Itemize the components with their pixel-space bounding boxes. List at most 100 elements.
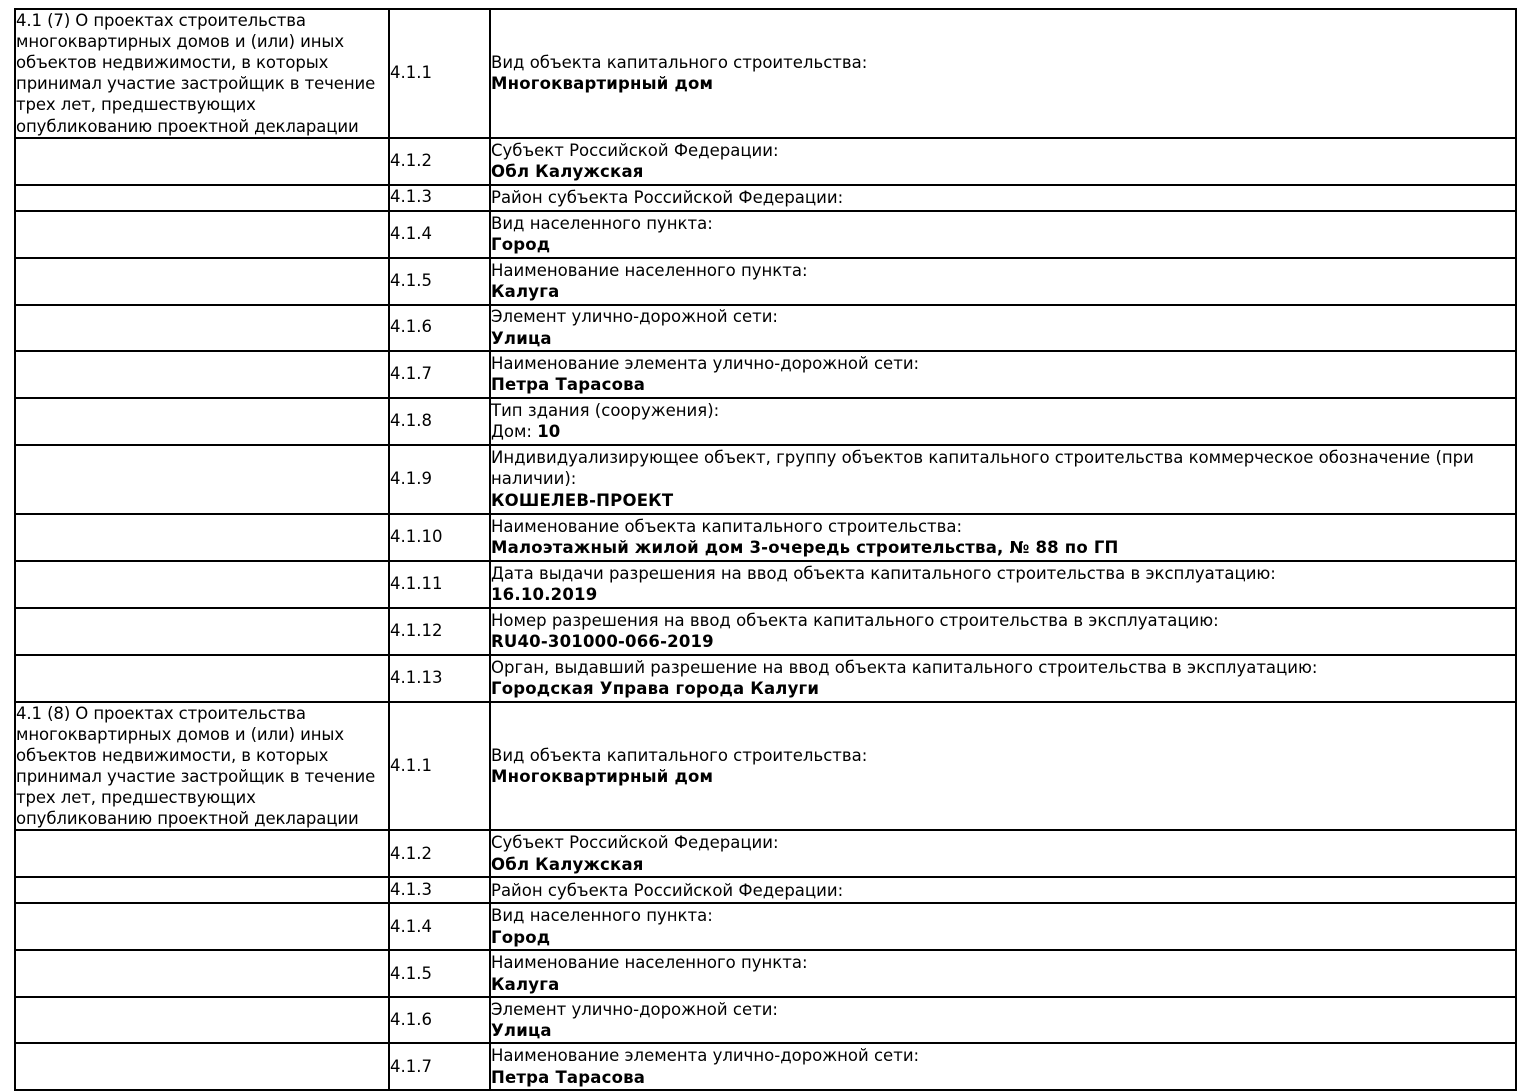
row-content-cell: Тип здания (сооружения): Дом: 10 (489, 396, 1517, 446)
row-code: 4.1.7 (390, 1056, 432, 1076)
row-value: Городская Управа города Калуги (491, 679, 820, 699)
row-content-cell: Индивидуализирующее объект, группу объек… (489, 443, 1517, 515)
row-label: Элемент улично-дорожной сети: (491, 307, 778, 327)
project-declaration-table: 4.1 (7) О проектах строительства многокв… (14, 8, 1517, 1091)
row-content-cell: Номер разрешения на ввод объекта капитал… (489, 606, 1517, 656)
row-code: 4.1.8 (390, 410, 432, 430)
row-label: Номер разрешения на ввод объекта капитал… (491, 610, 1219, 630)
row-code-cell: 4.1.6 (388, 303, 491, 352)
row-value: Калуга (491, 974, 560, 994)
row-code-cell: 4.1.11 (388, 559, 491, 609)
row-content-cell: Элемент улично-дорожной сети: Улица (489, 996, 1517, 1045)
row-code-cell: 4.1.10 (388, 512, 491, 562)
table-row: 4.1.7 Наименование элемента улично-дорожн… (14, 349, 1517, 399)
table-body: 4.1 (7) О проектах строительства многокв… (14, 8, 1517, 1091)
section-title-continuation-cell (14, 829, 390, 879)
section-title-continuation-cell (14, 349, 390, 399)
row-code-cell: 4.1.13 (388, 653, 491, 703)
row-value: Петра Тарасова (491, 1067, 646, 1087)
table-row: 4.1.9 Индивидуализирующее объект, группу … (14, 443, 1517, 515)
row-code-cell: 4.1.9 (388, 443, 491, 515)
section-title-continuation-cell (14, 303, 390, 352)
row-content-cell: Вид объекта капитального строительства: М… (489, 8, 1517, 139)
row-content-cell: Наименование элемента улично-дорожной се… (489, 1042, 1517, 1091)
row-code: 4.1.6 (390, 317, 432, 337)
row-code-cell: 4.1.5 (388, 256, 491, 306)
section-title-text: 4.1 (7) О проектах строительства многокв… (16, 11, 376, 136)
row-label: Вид населенного пункта: (491, 213, 713, 233)
row-value: Многоквартирный дом (491, 766, 714, 786)
row-code: 4.1.9 (390, 468, 432, 488)
row-code: 4.1.1 (390, 755, 432, 775)
row-label: Вид объекта капитального строительства: (491, 745, 868, 765)
table-row: 4.1.3 Район субъекта Российской Федерации… (14, 183, 1517, 212)
row-content-cell: Наименование населенного пункта: Калуга (489, 256, 1517, 306)
row-content-cell: Субъект Российской Федерации: Обл Калужск… (489, 136, 1517, 186)
section-title-continuation-cell (14, 876, 390, 905)
row-content-cell: Район субъекта Российской Федерации: (489, 183, 1517, 212)
row-code-cell: 4.1.4 (388, 902, 491, 952)
row-label: Индивидуализирующее объект, группу объек… (491, 448, 1474, 489)
table-row: 4.1.10 Наименование объекта капитального … (14, 512, 1517, 562)
section-title-continuation-cell (14, 209, 390, 259)
table-row: 4.1.5 Наименование населенного пункта: Кал… (14, 256, 1517, 306)
table-row: 4.1.12 Номер разрешения на ввод объекта к… (14, 606, 1517, 656)
row-code: 4.1.2 (390, 843, 432, 863)
row-content-cell: Субъект Российской Федерации: Обл Калужск… (489, 829, 1517, 879)
row-value: Город (491, 927, 551, 947)
row-inline-line: Дом: 10 (491, 421, 1515, 442)
row-label: Элемент улично-дорожной сети: (491, 999, 778, 1019)
row-inline-label: Дом: (491, 422, 538, 442)
row-code-cell: 4.1.7 (388, 349, 491, 399)
row-content-cell: Элемент улично-дорожной сети: Улица (489, 303, 1517, 352)
row-value: Обл Калужская (491, 854, 644, 874)
row-code: 4.1.12 (390, 620, 443, 640)
table-row: 4.1.5 Наименование населенного пункта: Кал… (14, 949, 1517, 999)
table-row: 4.1.2 Субъект Российской Федерации: Обл Ка… (14, 829, 1517, 879)
row-code: 4.1.4 (390, 223, 432, 243)
section-title-continuation-cell (14, 512, 390, 562)
row-label: Вид объекта капитального строительства: (491, 52, 868, 72)
row-code-cell: 4.1.12 (388, 606, 491, 656)
row-code-cell: 4.1.6 (388, 996, 491, 1045)
row-code: 4.1.3 (390, 187, 432, 207)
row-code: 4.1.11 (390, 573, 443, 593)
row-content-cell: Орган, выдавший разрешение на ввод объек… (489, 653, 1517, 703)
row-code-cell: 4.1.5 (388, 949, 491, 999)
section-title-continuation-cell (14, 653, 390, 703)
table-row: 4.1 (8) О проектах строительства многокв… (14, 700, 1517, 832)
row-code-cell: 4.1.4 (388, 209, 491, 259)
row-content-cell: Наименование населенного пункта: Калуга (489, 949, 1517, 999)
section-title-continuation-cell (14, 559, 390, 609)
row-label: Наименование элемента улично-дорожной се… (491, 353, 920, 373)
section-title-continuation-cell (14, 1042, 390, 1091)
section-title-continuation-cell (14, 606, 390, 656)
row-label: Субъект Российской Федерации: (491, 833, 779, 853)
row-code: 4.1.3 (390, 880, 432, 899)
table-row: 4.1.13 Орган, выдавший разрешение на ввод… (14, 653, 1517, 703)
row-label: Субъект Российской Федерации: (491, 140, 779, 160)
row-code: 4.1.6 (390, 1010, 432, 1029)
row-value: КОШЕЛЕВ-ПРОЕКТ (491, 490, 674, 510)
row-content-cell: Наименование элемента улично-дорожной се… (489, 349, 1517, 399)
row-value: RU40-301000-066-2019 (491, 632, 714, 652)
section-title-cell: 4.1 (8) О проектах строительства многокв… (14, 700, 390, 832)
row-content-cell: Район субъекта Российской Федерации: (489, 876, 1517, 905)
row-code-cell: 4.1.1 (388, 700, 491, 832)
row-code-cell: 4.1.3 (388, 183, 491, 212)
row-label: Наименование объекта капитального строит… (491, 516, 963, 536)
row-value: Улица (491, 328, 552, 348)
row-value: Калуга (491, 282, 560, 302)
row-inline-value: 10 (537, 422, 561, 442)
row-code-cell: 4.1.8 (388, 396, 491, 446)
row-value: 16.10.2019 (491, 585, 598, 605)
table-row: 4.1.4 Вид населенного пункта: Город (14, 902, 1517, 952)
row-value: Город (491, 235, 551, 255)
row-label: Наименование элемента улично-дорожной се… (491, 1046, 920, 1066)
row-code-cell: 4.1.7 (388, 1042, 491, 1091)
row-value: Обл Калужская (491, 162, 644, 182)
section-title-continuation-cell (14, 136, 390, 186)
row-content-cell: Вид населенного пункта: Город (489, 902, 1517, 952)
row-code-cell: 4.1.2 (388, 829, 491, 879)
row-label: Наименование населенного пункта: (491, 260, 808, 280)
